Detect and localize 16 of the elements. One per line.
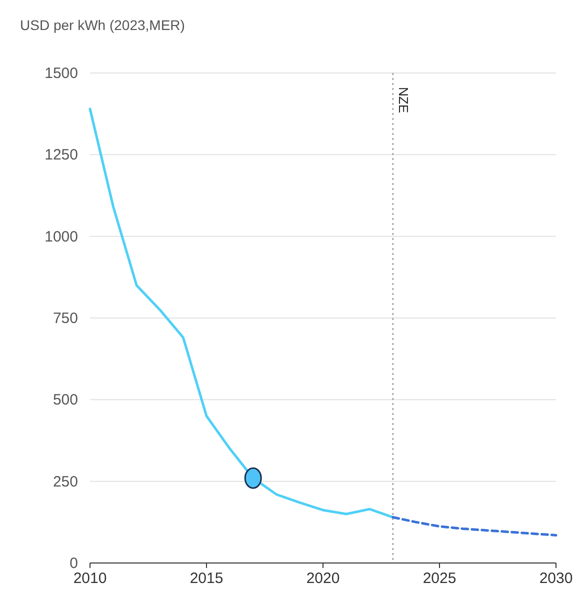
y-axis-title: USD per kWh (2023,MER)	[20, 17, 185, 33]
x-tick-label: 2025	[422, 570, 456, 587]
x-tick-label: 2010	[73, 570, 107, 587]
ref-line-label: NZE	[396, 87, 411, 114]
x-tick-label: 2015	[190, 570, 224, 587]
y-tick-label: 500	[52, 392, 78, 409]
y-tick-label: 1500	[44, 65, 78, 82]
y-tick-label: 1250	[44, 146, 78, 164]
line-series	[392, 516, 558, 536]
y-tick-label: 250	[52, 473, 78, 490]
x-tick-label: 2030	[539, 570, 573, 587]
y-tick-label: 750	[52, 310, 78, 327]
y-tick-label: 1000	[44, 228, 78, 246]
x-tick-label: 2020	[306, 570, 340, 587]
y-tick-label: 0	[70, 555, 78, 572]
line-series	[88, 108, 394, 519]
